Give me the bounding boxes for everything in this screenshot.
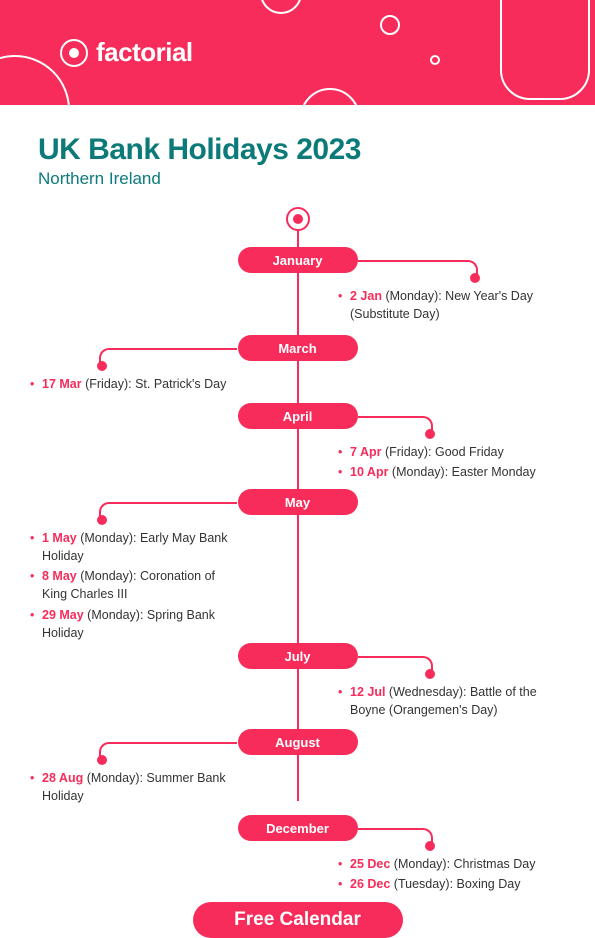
holiday-desc: (Friday): St. Patrick's Day <box>82 377 227 391</box>
holiday-list: 2 Jan (Monday): New Year's Day (Substitu… <box>338 287 568 325</box>
brand-logo: factorial <box>60 37 193 68</box>
timeline-connector-dot <box>97 515 107 525</box>
holiday-item: 17 Mar (Friday): St. Patrick's Day <box>30 375 230 393</box>
holiday-item: 25 Dec (Monday): Christmas Day <box>338 855 568 873</box>
holiday-item: 8 May (Monday): Coronation of King Charl… <box>30 567 230 603</box>
brand-logo-icon <box>60 39 88 67</box>
timeline-connector <box>358 416 433 434</box>
timeline-connector <box>99 742 237 760</box>
page-subtitle: Northern Ireland <box>38 169 595 189</box>
holiday-date: 12 Jul <box>350 685 385 699</box>
holiday-date: 28 Aug <box>42 771 83 785</box>
free-calendar-button[interactable]: Free Calendar <box>193 902 403 938</box>
month-pill: May <box>238 489 358 515</box>
timeline-connector-dot <box>425 429 435 439</box>
holiday-list: 25 Dec (Monday): Christmas Day26 Dec (Tu… <box>338 855 568 895</box>
holiday-item: 10 Apr (Monday): Easter Monday <box>338 463 568 481</box>
holiday-date: 25 Dec <box>350 857 390 871</box>
page-title: UK Bank Holidays 2023 <box>38 133 595 167</box>
timeline: January 2 Jan (Monday): New Year's Day (S… <box>0 207 595 827</box>
timeline-connector <box>99 348 237 366</box>
holiday-date: 29 May <box>42 608 84 622</box>
holiday-item: 12 Jul (Wednesday): Battle of the Boyne … <box>338 683 568 719</box>
timeline-start-dot <box>293 214 303 224</box>
holiday-date: 7 Apr <box>350 445 382 459</box>
holiday-list: 12 Jul (Wednesday): Battle of the Boyne … <box>338 683 568 721</box>
holiday-item: 7 Apr (Friday): Good Friday <box>338 443 568 461</box>
holiday-list: 1 May (Monday): Early May Bank Holiday8 … <box>30 529 230 644</box>
title-block: UK Bank Holidays 2023 Northern Ireland <box>0 105 595 189</box>
month-pill: December <box>238 815 358 841</box>
timeline-connector-dot <box>470 273 480 283</box>
timeline-connector <box>358 260 478 278</box>
holiday-desc: (Monday): Easter Monday <box>388 465 535 479</box>
month-pill: April <box>238 403 358 429</box>
holiday-date: 2 Jan <box>350 289 382 303</box>
month-pill: January <box>238 247 358 273</box>
holiday-list: 17 Mar (Friday): St. Patrick's Day <box>30 375 230 395</box>
timeline-connector-dot <box>425 669 435 679</box>
header: factorial <box>0 0 595 105</box>
holiday-item: 26 Dec (Tuesday): Boxing Day <box>338 875 568 893</box>
holiday-desc: (Tuesday): Boxing Day <box>390 877 520 891</box>
holiday-date: 17 Mar <box>42 377 82 391</box>
brand-logo-text: factorial <box>96 37 193 68</box>
holiday-item: 2 Jan (Monday): New Year's Day (Substitu… <box>338 287 568 323</box>
holiday-item: 29 May (Monday): Spring Bank Holiday <box>30 606 230 642</box>
timeline-connector <box>99 502 237 520</box>
holiday-item: 28 Aug (Monday): Summer Bank Holiday <box>30 769 230 805</box>
month-pill: August <box>238 729 358 755</box>
holiday-date: 10 Apr <box>350 465 388 479</box>
timeline-connector-dot <box>97 361 107 371</box>
holiday-item: 1 May (Monday): Early May Bank Holiday <box>30 529 230 565</box>
holiday-desc: (Monday): Christmas Day <box>390 857 535 871</box>
timeline-connector <box>358 828 433 846</box>
holiday-list: 28 Aug (Monday): Summer Bank Holiday <box>30 769 230 807</box>
month-pill: March <box>238 335 358 361</box>
holiday-list: 7 Apr (Friday): Good Friday 10 Apr (Monda… <box>338 443 568 483</box>
timeline-connector-dot <box>97 755 107 765</box>
holiday-date: 8 May <box>42 569 77 583</box>
timeline-connector <box>358 656 433 674</box>
timeline-connector-dot <box>425 841 435 851</box>
month-pill: July <box>238 643 358 669</box>
holiday-date: 1 May <box>42 531 77 545</box>
holiday-desc: (Friday): Good Friday <box>382 445 504 459</box>
holiday-date: 26 Dec <box>350 877 390 891</box>
